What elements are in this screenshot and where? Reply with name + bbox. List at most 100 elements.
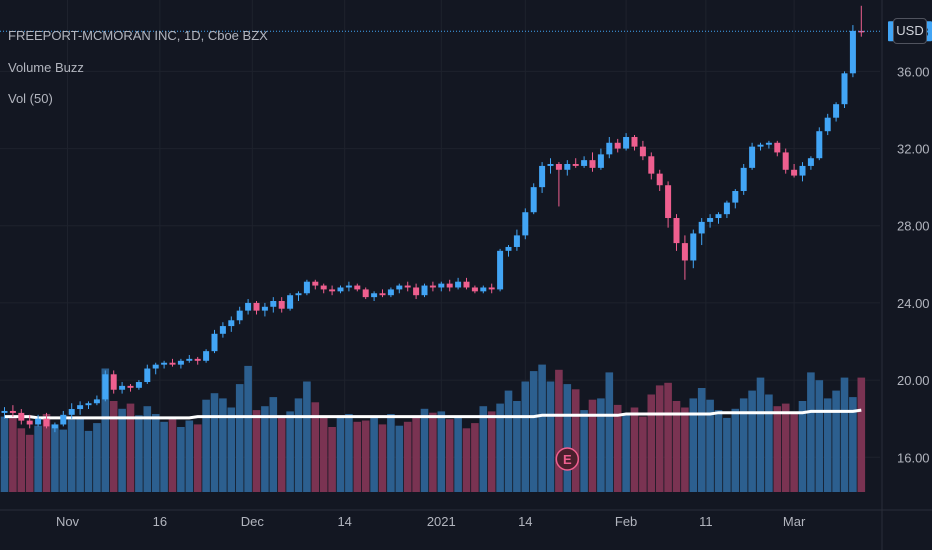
candle [236,306,243,325]
candle [379,289,386,298]
candle [421,283,428,298]
volume-bar [118,408,126,492]
candle-body [606,142,613,155]
volume-bar [126,403,135,492]
candle-body [614,142,621,149]
candle-body [791,169,798,176]
candle [35,414,42,427]
candle-body [690,233,697,261]
volume-bar [613,404,622,492]
volume-bar [445,419,454,492]
candle [623,133,630,151]
candle-body [43,418,50,427]
volume-bar [93,423,101,492]
candle [665,181,672,228]
candle-body [723,202,730,215]
volume-bar [479,406,488,492]
candle [589,152,596,172]
x-tick-label: Dec [241,514,265,529]
volume-bar [849,397,857,492]
candle [732,189,739,209]
candle-body [673,218,680,244]
volume-bar [655,385,664,492]
candle-body [446,283,453,288]
candle-body [329,289,336,292]
candle [765,140,772,149]
volume-bar [403,421,412,492]
candle [849,25,856,78]
candle-body [530,187,537,213]
volume-bar [210,393,219,492]
candle-body [51,424,58,429]
candle [354,283,361,292]
volume-legend[interactable]: Vol (50) [8,91,53,106]
volume-average-line [4,408,862,420]
candle-body [597,154,604,168]
candle [530,183,537,215]
candle-body [438,283,445,288]
x-tick-label: Mar [783,514,806,529]
earnings-marker[interactable]: E [555,447,580,471]
candle-body [144,368,151,383]
candle [93,395,100,406]
candle-body [371,293,378,298]
candle-body [219,326,226,334]
candle [539,162,546,193]
volume-bar [76,416,84,492]
candle-body [287,295,294,309]
candle [68,403,75,419]
candle-body [303,281,310,294]
candle [26,414,33,429]
candle [1,407,8,419]
candle-body [782,152,789,170]
volume-bar [252,410,261,492]
candle-body [757,144,764,147]
candle [387,287,394,298]
candle [782,148,789,174]
candle [362,287,369,300]
currency-button[interactable]: USD [893,18,927,44]
candle-body [203,351,210,361]
volume-bar [101,368,110,492]
volume-bar [219,398,227,492]
volume-bar [345,414,353,492]
x-tick-label: 11 [699,514,713,529]
candle-body [211,333,218,352]
y-tick-label: 20.00 [897,373,930,388]
candle [194,356,201,365]
candle-body [9,410,16,413]
volume-bar [370,416,378,492]
candle-body [522,212,529,236]
candle [396,283,403,294]
volume-bar [765,394,773,492]
volume-bar [429,412,437,492]
candle [555,162,562,207]
candle-body [463,281,470,288]
candle-body [547,164,554,166]
volume-bar [109,401,118,492]
volume-bar [454,416,462,492]
candle [85,401,92,410]
candle-body [707,218,714,222]
candle [438,281,445,292]
volume-bar [714,410,723,492]
volume-bar [681,407,689,492]
candle [471,285,478,294]
candle [219,322,226,338]
candle [9,405,16,417]
candle-body [765,142,772,145]
candle-body [93,399,100,404]
symbol-legend[interactable]: FREEPORT-MCMORAN INC, 1D, Cboe BZX [8,28,268,43]
candle-body [236,310,243,321]
candle [463,277,470,290]
candle-body [337,287,344,292]
candle-body [681,243,688,261]
volume-bar [857,377,866,492]
candle [404,281,411,292]
volume-buzz-legend[interactable]: Volume Buzz [8,60,84,75]
volume-bar [294,398,303,492]
x-tick-label: 16 [153,514,167,529]
candle [564,160,571,176]
volume-bar [84,430,93,492]
